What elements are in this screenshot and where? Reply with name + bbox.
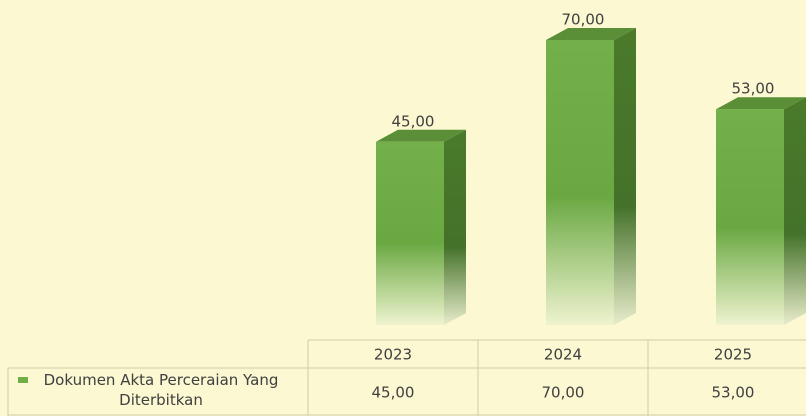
bar-side xyxy=(444,129,466,325)
data-label: 45,00 xyxy=(392,112,435,130)
x-tick-label: 2025 xyxy=(714,346,752,364)
table-value: 53,00 xyxy=(712,384,755,402)
x-tick-label: 2024 xyxy=(544,346,582,364)
legend-swatch xyxy=(18,377,28,383)
legend-box: Dokumen Akta Perceraian Yang Diterbitkan xyxy=(43,371,279,409)
bar-top xyxy=(716,97,806,110)
bar-top xyxy=(376,129,466,142)
data-table: Dokumen Akta Perceraian Yang Diterbitkan xyxy=(7,339,806,416)
table-value: 45,00 xyxy=(372,384,415,402)
data-label: 70,00 xyxy=(562,11,605,29)
table-value: 70,00 xyxy=(542,384,585,402)
bar xyxy=(546,40,614,325)
bar xyxy=(716,109,784,325)
bar-side xyxy=(784,97,806,325)
x-tick-label: 2023 xyxy=(374,346,412,364)
data-label: 53,00 xyxy=(732,80,775,98)
bar-side xyxy=(614,28,636,325)
legend-entry: Dokumen Akta Perceraian Yang Diterbitkan xyxy=(43,371,279,409)
bar-top xyxy=(546,28,636,40)
bar xyxy=(376,141,444,325)
